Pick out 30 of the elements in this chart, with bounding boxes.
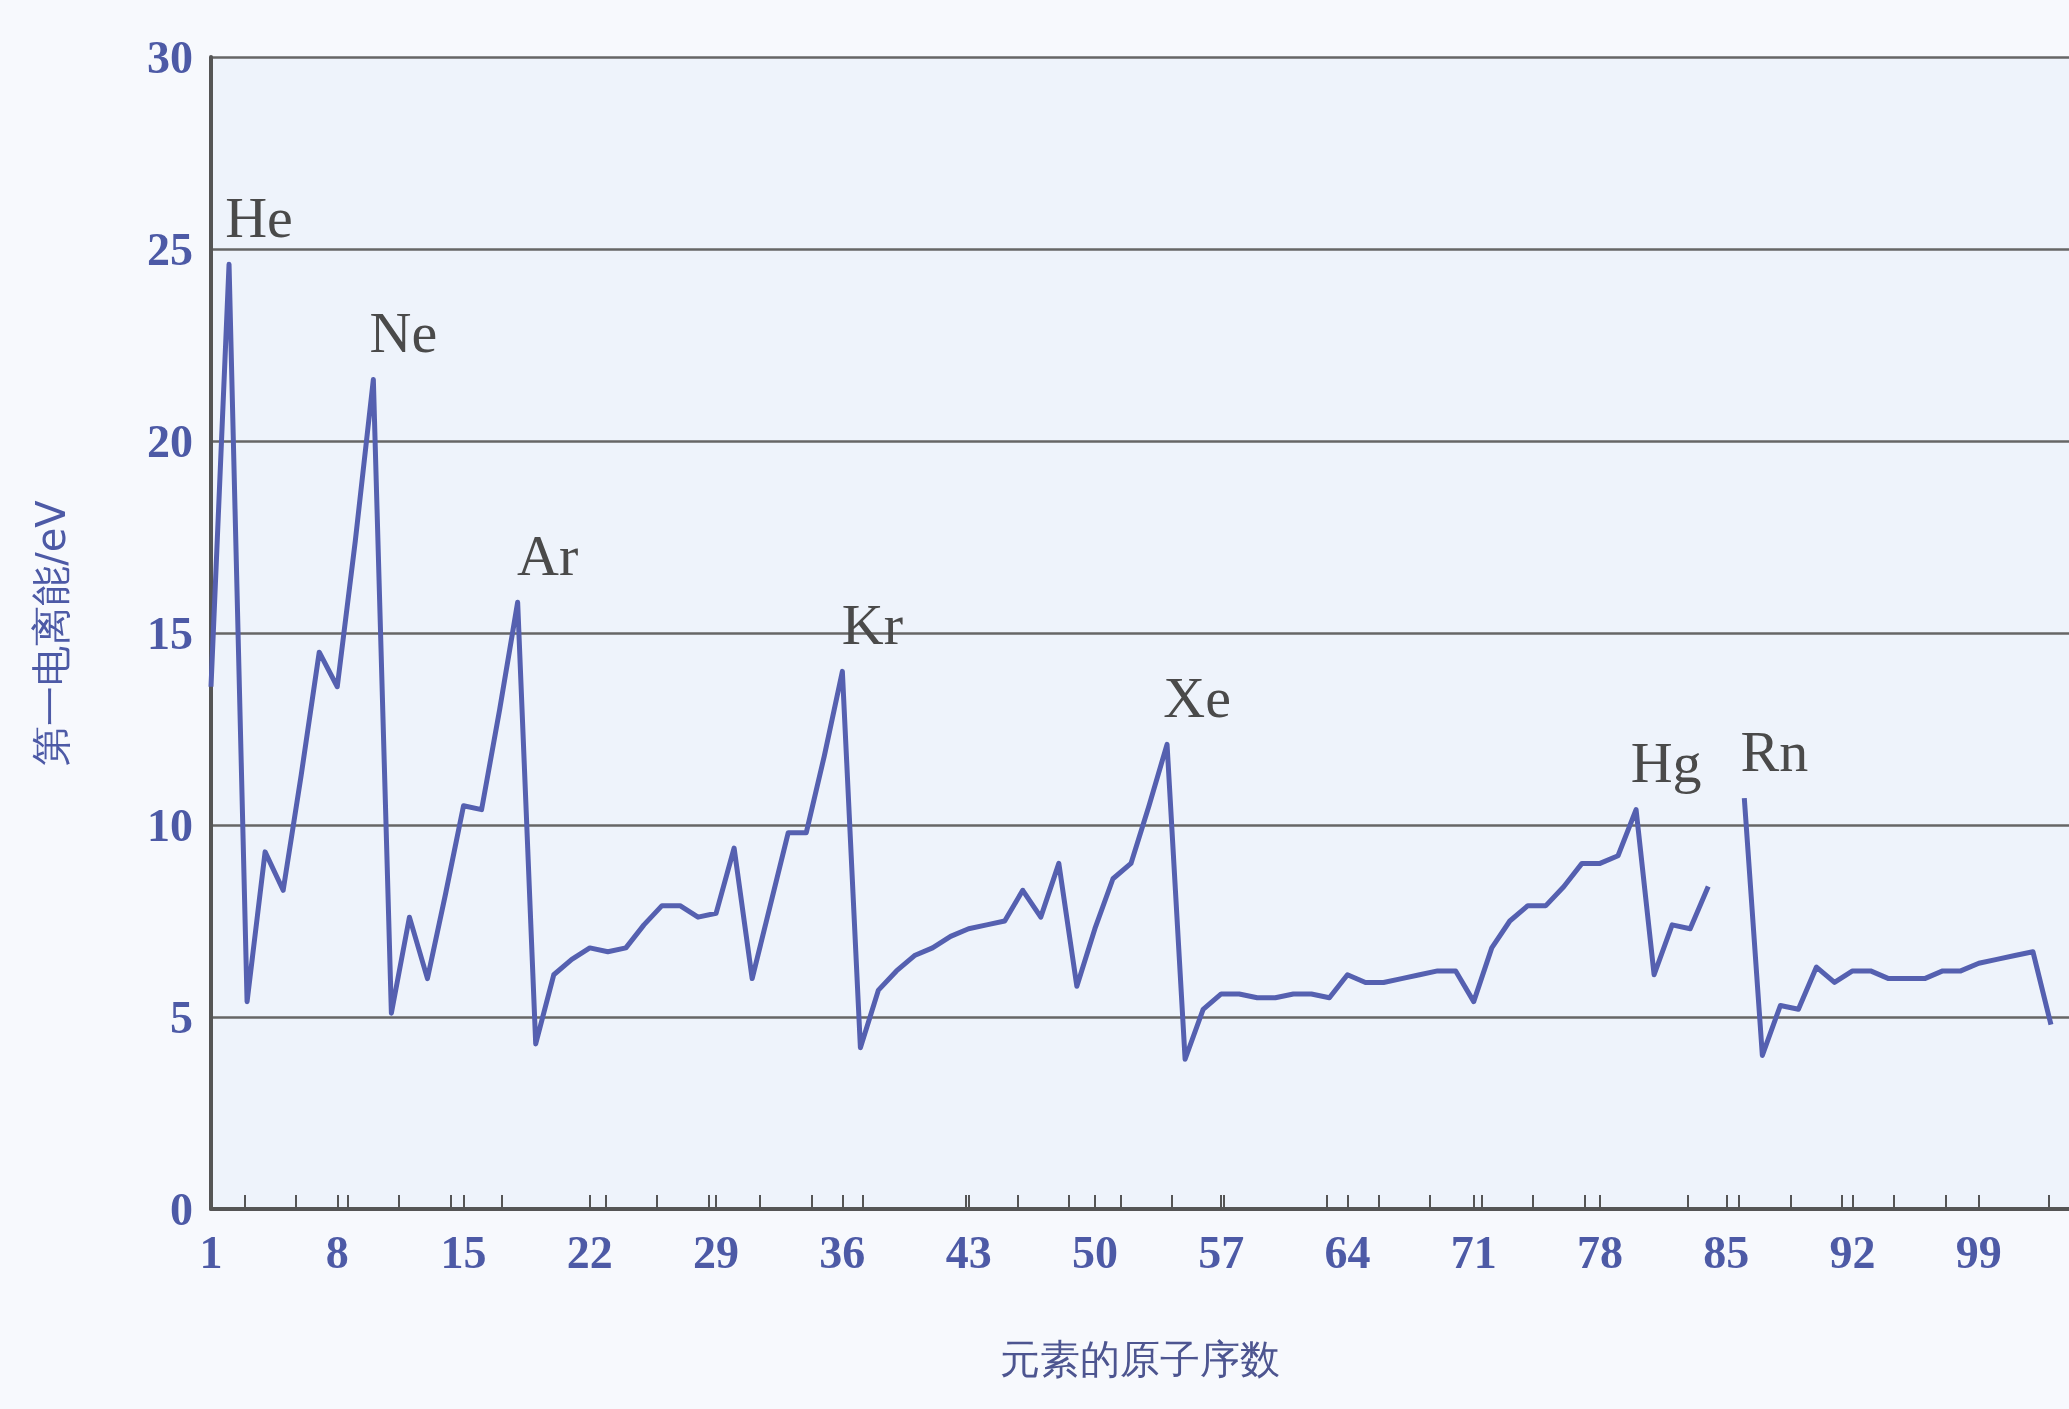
y-tick-label: 30 <box>147 31 193 83</box>
annotation: Xe <box>1163 664 1231 730</box>
y-tick-label: 20 <box>147 415 193 467</box>
y-tick-label: 25 <box>147 223 193 275</box>
x-tick-label: 64 <box>1324 1226 1371 1278</box>
x-tick-label: 22 <box>566 1226 613 1278</box>
x-tick-label: 43 <box>945 1226 992 1278</box>
annotation: Hg <box>1630 730 1702 796</box>
x-tick-label: 71 <box>1450 1226 1497 1278</box>
annotation: Ar <box>517 522 579 588</box>
x-tick-label: 99 <box>1955 1226 2002 1278</box>
y-tick-label: 0 <box>170 1183 193 1235</box>
x-tick-label: 1 <box>199 1226 223 1278</box>
x-tick-label: 57 <box>1198 1226 1245 1278</box>
annotation: Ne <box>369 300 438 366</box>
x-tick-label: 36 <box>819 1226 866 1278</box>
x-tick-label: 50 <box>1071 1226 1118 1278</box>
y-tick-label: 10 <box>147 799 193 851</box>
x-axis-title: 元素的原子序数 <box>1000 1336 1280 1382</box>
x-tick-label: 15 <box>440 1226 487 1278</box>
annotation: He <box>225 184 293 250</box>
x-tick-label: 85 <box>1703 1226 1750 1278</box>
x-tick-label: 8 <box>325 1226 349 1278</box>
x-tick-label: 92 <box>1829 1226 1876 1278</box>
y-tick-label: 5 <box>170 991 193 1043</box>
x-tick-label: 78 <box>1576 1226 1623 1278</box>
y-tick-label: 15 <box>147 607 193 659</box>
x-tick-label: 29 <box>693 1226 740 1278</box>
annotation: Rn <box>1740 718 1809 784</box>
y-axis-title: 第一电离能/eV <box>28 499 74 766</box>
